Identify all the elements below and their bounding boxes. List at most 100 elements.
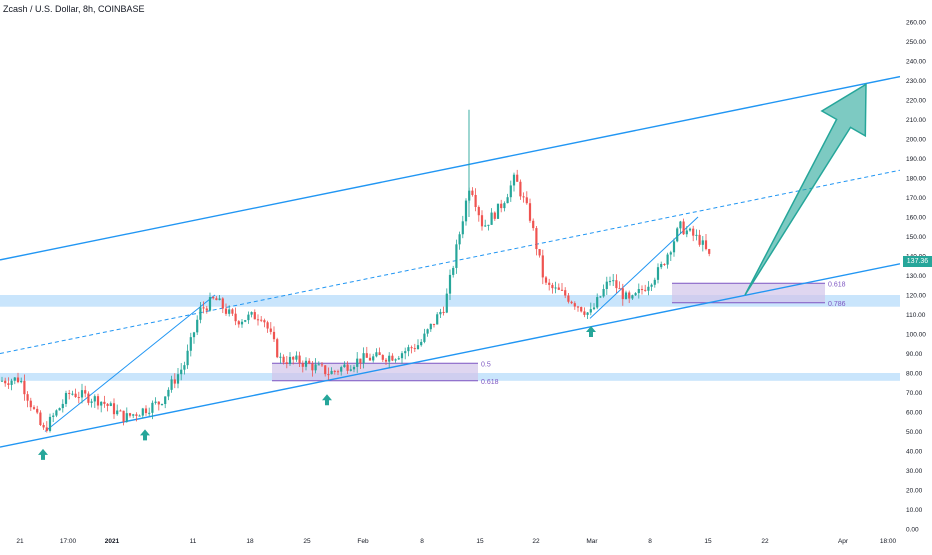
candle-body [701, 240, 704, 245]
candle-body [164, 396, 167, 405]
candle-body [442, 311, 445, 313]
candle-body [4, 380, 7, 384]
candle-body [36, 408, 39, 413]
candle-body [487, 224, 490, 226]
candle-body [205, 308, 208, 311]
candle-body [103, 401, 106, 404]
candle-body [416, 345, 420, 350]
candle-body [173, 379, 176, 384]
y-tick-label: 10.00 [906, 507, 923, 514]
up-arrow-icon [322, 394, 332, 406]
candle-body [138, 415, 141, 417]
candle-body [704, 240, 708, 250]
candle-body [253, 312, 256, 320]
y-tick-label: 100.00 [906, 332, 926, 339]
candle-body [538, 249, 541, 256]
candle-body [682, 221, 685, 235]
candle-body [154, 401, 157, 403]
candle-body [596, 297, 599, 308]
channel-line-2 [0, 169, 900, 354]
x-tick-label: 15 [476, 538, 484, 545]
candle-body [461, 221, 464, 235]
candle-body [250, 312, 253, 315]
candle-body [240, 321, 244, 325]
x-tick-label: 8 [648, 538, 652, 545]
candle-body [624, 292, 628, 300]
candle-body [666, 254, 669, 265]
candle-body [698, 234, 701, 245]
candle-body [605, 281, 608, 290]
candle-body [602, 289, 605, 297]
candle-body [516, 174, 519, 182]
y-tick-label: 130.00 [906, 273, 926, 280]
candle-body [256, 319, 260, 321]
candle-body [685, 230, 688, 235]
candle-body [352, 366, 356, 370]
candle-body [644, 289, 647, 291]
candle-body [61, 403, 64, 409]
y-tick-label: 220.00 [906, 98, 926, 105]
candle-body [314, 364, 317, 371]
up-arrow-icon [38, 448, 48, 460]
candle-body [10, 380, 13, 385]
y-tick-label: 150.00 [906, 234, 926, 241]
candle-body [298, 355, 301, 364]
candle-body [304, 360, 308, 367]
candle-body [295, 355, 298, 360]
x-tick-label: 17:00 [60, 538, 77, 545]
candle-body [58, 408, 61, 411]
candle-body [202, 307, 205, 309]
x-tick-label: 8 [420, 538, 424, 545]
candle-body [330, 370, 333, 375]
support-zone-0 [0, 295, 900, 307]
candle-body [237, 321, 240, 325]
candle-body [567, 295, 570, 302]
candle-body [0, 380, 4, 382]
candle-body [612, 280, 615, 282]
candle-body [7, 383, 10, 385]
candle-body [20, 380, 23, 383]
candle-body [480, 215, 484, 227]
candle-body [522, 196, 525, 198]
candle-body [170, 379, 173, 390]
candle-body [167, 389, 170, 397]
candle-body [141, 408, 144, 416]
candle-body [407, 347, 410, 352]
candle-body [500, 203, 503, 209]
candle-body [180, 369, 183, 375]
candle-body [471, 190, 474, 195]
fib-label-top-0: 0.5 [481, 361, 491, 368]
y-axis: 0.00 10.00 20.00 30.00 40.00 50.00 60.00 70.00 8… [906, 20, 926, 534]
candle-body [71, 393, 74, 395]
candle-body [381, 355, 384, 360]
candle-body [551, 284, 554, 289]
candle-body [404, 351, 407, 354]
y-tick-label: 190.00 [906, 156, 926, 163]
current-price-label: 137.36 [903, 255, 932, 267]
candle-body [234, 313, 237, 322]
candle-body [458, 234, 461, 245]
candle-body [340, 367, 343, 372]
x-axis: 21 17:00 2021 11 18 25 Feb 8 15 22 Mar 8 15 22 Apr 18:0… [16, 538, 896, 545]
candle-body [224, 308, 228, 314]
candle-body [320, 364, 324, 366]
candle-body [452, 267, 455, 275]
candle-body [484, 225, 487, 227]
candle-body [372, 356, 375, 361]
candle-body [628, 292, 631, 299]
x-tick-label: 18 [246, 538, 254, 545]
y-tick-label: 180.00 [906, 176, 926, 183]
candle-body [589, 309, 592, 313]
candle-body [109, 403, 112, 406]
y-tick-label: 260.00 [906, 20, 926, 27]
candle-body [378, 352, 381, 356]
candle-body [77, 397, 80, 399]
candle-body [266, 322, 269, 329]
candle-body [80, 390, 84, 398]
candle-body [311, 363, 314, 371]
candle-body [506, 197, 509, 204]
candle-body [244, 320, 247, 322]
swing-leg-0 [44, 294, 216, 432]
